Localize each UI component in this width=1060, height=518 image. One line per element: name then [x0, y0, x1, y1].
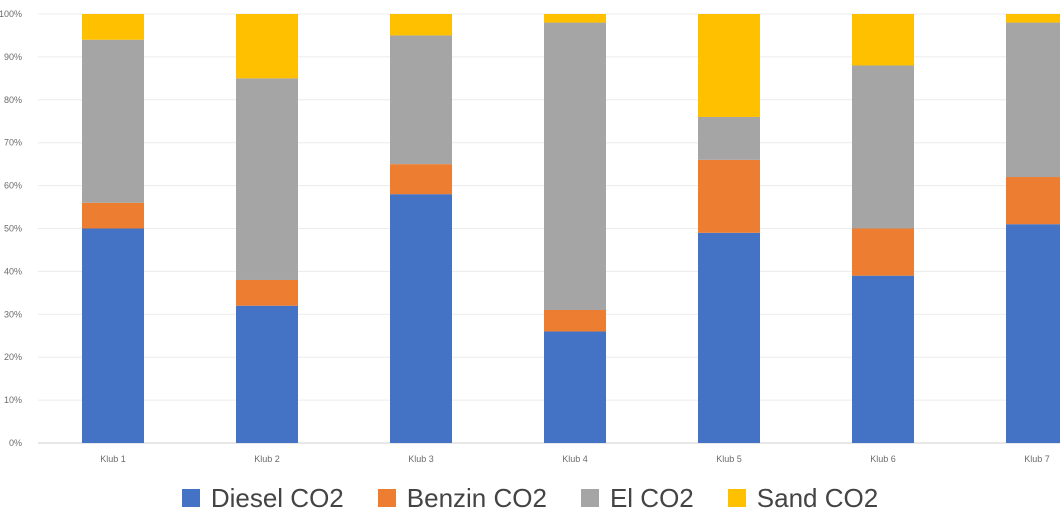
bar-segment: [236, 305, 298, 443]
y-tick-label: 0%: [9, 438, 22, 448]
y-tick-label: 80%: [4, 95, 22, 105]
bars: [82, 14, 1060, 443]
bar-segment: [544, 14, 606, 23]
legend-swatch: [580, 489, 599, 507]
x-tick-label: Klub 2: [254, 454, 280, 464]
y-tick-label: 70%: [4, 138, 22, 148]
bar-segment: [390, 14, 452, 36]
x-tick-label: Klub 6: [870, 454, 896, 464]
bar-segment: [852, 14, 914, 66]
y-tick-label: 40%: [4, 266, 22, 276]
x-tick-label: Klub 5: [716, 454, 742, 464]
bar-segment: [852, 275, 914, 443]
legend-swatch: [727, 489, 746, 507]
bar-segment: [698, 159, 760, 233]
bar-segment: [82, 228, 144, 443]
legend-item: Benzin CO2: [377, 482, 547, 514]
bar-segment: [852, 228, 914, 276]
bar-segment: [698, 232, 760, 443]
bar-segment: [236, 279, 298, 306]
bar-segment: [82, 202, 144, 229]
bar-segment: [82, 14, 144, 40]
y-tick-label: 30%: [4, 309, 22, 319]
bar-segment: [1006, 224, 1060, 443]
y-tick-label: 90%: [4, 52, 22, 62]
bar-segment: [390, 194, 452, 443]
legend-label: El CO2: [609, 482, 694, 513]
legend-label: Diesel CO2: [210, 482, 344, 513]
x-tick-label: Klub 7: [1024, 454, 1050, 464]
x-tick-label: Klub 3: [408, 454, 434, 464]
legend-item: Sand CO2: [727, 482, 879, 514]
legend-swatch: [377, 489, 396, 507]
bar-segment: [1006, 14, 1060, 23]
x-axis-ticks: Klub 1 Klub 2 Klub 3 Klub 4 Klub 5 Klub 6 Klub…: [100, 454, 1050, 464]
bar-segment: [236, 14, 298, 79]
y-tick-label: 100%: [0, 9, 22, 19]
bar-segment: [236, 78, 298, 280]
legend-label: Sand CO2: [756, 482, 879, 513]
bar-segment: [698, 14, 760, 117]
bar-segment: [1006, 22, 1060, 178]
y-tick-label: 50%: [4, 224, 22, 234]
x-tick-label: Klub 4: [562, 454, 588, 464]
legend-label: Benzin CO2: [406, 482, 547, 513]
bar-segment: [390, 35, 452, 165]
legend-swatch: [181, 489, 200, 507]
bar-segment: [852, 65, 914, 229]
y-tick-label: 10%: [4, 395, 22, 405]
legend-item: Diesel CO2: [181, 482, 344, 514]
bar-segment: [544, 331, 606, 443]
bar-segment: [698, 116, 760, 160]
bar-segment: [544, 22, 606, 311]
stacked-bar-chart: 0% 10% 20% 30% 40% 50% 60% 70% 80% 90% 100% Klub 1…: [0, 9, 1060, 464]
y-tick-label: 60%: [4, 181, 22, 191]
legend-item: El CO2: [580, 482, 694, 514]
y-axis-ticks: 0% 10% 20% 30% 40% 50% 60% 70% 80% 90% 100%: [0, 9, 22, 448]
legend: Diesel CO2 Benzin CO2 El CO2 Sand CO2: [0, 478, 1060, 518]
bar-segment: [390, 164, 452, 195]
bar-segment: [82, 39, 144, 203]
y-tick-label: 20%: [4, 352, 22, 362]
bar-segment: [1006, 177, 1060, 225]
bar-segment: [544, 310, 606, 332]
x-tick-label: Klub 1: [100, 454, 126, 464]
